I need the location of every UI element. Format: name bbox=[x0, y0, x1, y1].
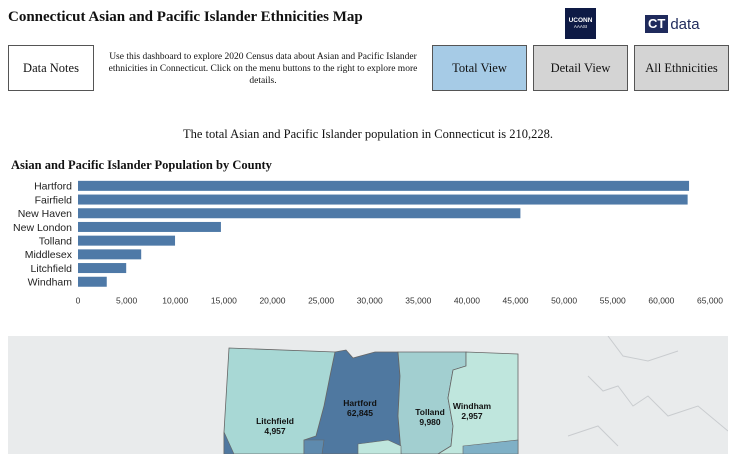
ctdata-logo-ct: CT bbox=[645, 15, 669, 33]
county-litchfield[interactable] bbox=[223, 347, 336, 454]
bar-label-middlesex: Middlesex bbox=[25, 249, 73, 261]
map-label-litchfield-value: 4,957 bbox=[264, 426, 286, 436]
x-tick-label: 60,000 bbox=[648, 296, 674, 306]
dashboard-description: Use this dashboard to explore 2020 Censu… bbox=[108, 52, 418, 86]
x-tick-label: 40,000 bbox=[454, 296, 480, 306]
county-map[interactable]: Litchfield 4,957 Hartford 62,845 Tolland… bbox=[8, 336, 728, 454]
total-view-button[interactable]: Total View bbox=[432, 45, 527, 91]
county-windham[interactable] bbox=[437, 351, 519, 454]
map-terrain-lines bbox=[567, 336, 728, 447]
x-tick-label: 15,000 bbox=[211, 296, 237, 306]
x-tick-label: 55,000 bbox=[600, 296, 626, 306]
x-tick-label: 30,000 bbox=[357, 296, 383, 306]
county-new-london-edge[interactable] bbox=[462, 439, 519, 454]
ctdata-logo: CT data bbox=[645, 13, 700, 35]
uconn-logo-text: UCONN bbox=[568, 17, 593, 25]
data-notes-button[interactable]: Data Notes bbox=[8, 45, 94, 91]
map-label-windham-value: 2,957 bbox=[461, 411, 483, 421]
ctdata-logo-data: data bbox=[670, 15, 700, 33]
bar-middlesex[interactable] bbox=[78, 249, 142, 260]
total-population-summary: The total Asian and Pacific Islander pop… bbox=[182, 127, 554, 141]
county-map-svg: Litchfield 4,957 Hartford 62,845 Tolland… bbox=[223, 336, 728, 454]
bar-label-tolland: Tolland bbox=[39, 235, 72, 247]
x-tick-label: 45,000 bbox=[503, 296, 529, 306]
bar-tolland[interactable] bbox=[78, 235, 176, 246]
county-new-haven-edge[interactable] bbox=[303, 439, 325, 454]
bar-label-new-london: New London bbox=[13, 222, 72, 234]
detail-view-button[interactable]: Detail View bbox=[533, 45, 628, 91]
map-label-hartford-name: Hartford bbox=[343, 398, 377, 408]
x-tick-label: 25,000 bbox=[308, 296, 334, 306]
bar-hartford[interactable] bbox=[78, 180, 690, 191]
x-tick-label: 0 bbox=[76, 296, 81, 306]
map-label-tolland-value: 9,980 bbox=[419, 417, 441, 427]
x-tick-label: 35,000 bbox=[405, 296, 431, 306]
bar-label-hartford: Hartford bbox=[34, 181, 72, 193]
x-tick-label: 50,000 bbox=[551, 296, 577, 306]
map-label-litchfield-name: Litchfield bbox=[256, 416, 294, 426]
all-ethnicities-button[interactable]: All Ethnicities bbox=[634, 45, 729, 91]
bar-label-fairfield: Fairfield bbox=[35, 194, 73, 206]
x-tick-label: 5,000 bbox=[116, 296, 138, 306]
county-fairfield-edge[interactable] bbox=[223, 431, 235, 454]
county-middlesex-edge[interactable] bbox=[357, 439, 402, 454]
bar-new-haven[interactable] bbox=[78, 208, 521, 219]
bar-new-london[interactable] bbox=[78, 221, 221, 232]
uconn-logo-subtext: AAASI bbox=[573, 23, 588, 29]
map-label-hartford-value: 62,845 bbox=[347, 408, 373, 418]
bar-label-windham: Windham bbox=[28, 277, 73, 289]
bar-litchfield[interactable] bbox=[78, 263, 127, 274]
bar-windham[interactable] bbox=[78, 276, 107, 287]
x-tick-label: 20,000 bbox=[259, 296, 285, 306]
bar-fairfield[interactable] bbox=[78, 194, 688, 205]
x-tick-label: 10,000 bbox=[162, 296, 188, 306]
chart-title: Asian and Pacific Islander Population by… bbox=[11, 158, 272, 172]
map-label-tolland-name: Tolland bbox=[415, 407, 445, 417]
bar-label-litchfield: Litchfield bbox=[31, 263, 73, 275]
uconn-logo: UCONN AAASI bbox=[565, 8, 596, 39]
bar-label-new-haven: New Haven bbox=[18, 208, 72, 220]
map-label-windham-name: Windham bbox=[453, 401, 492, 411]
page-title: Connecticut Asian and Pacific Islander E… bbox=[8, 9, 363, 25]
x-tick-label: 65,000 bbox=[697, 296, 723, 306]
